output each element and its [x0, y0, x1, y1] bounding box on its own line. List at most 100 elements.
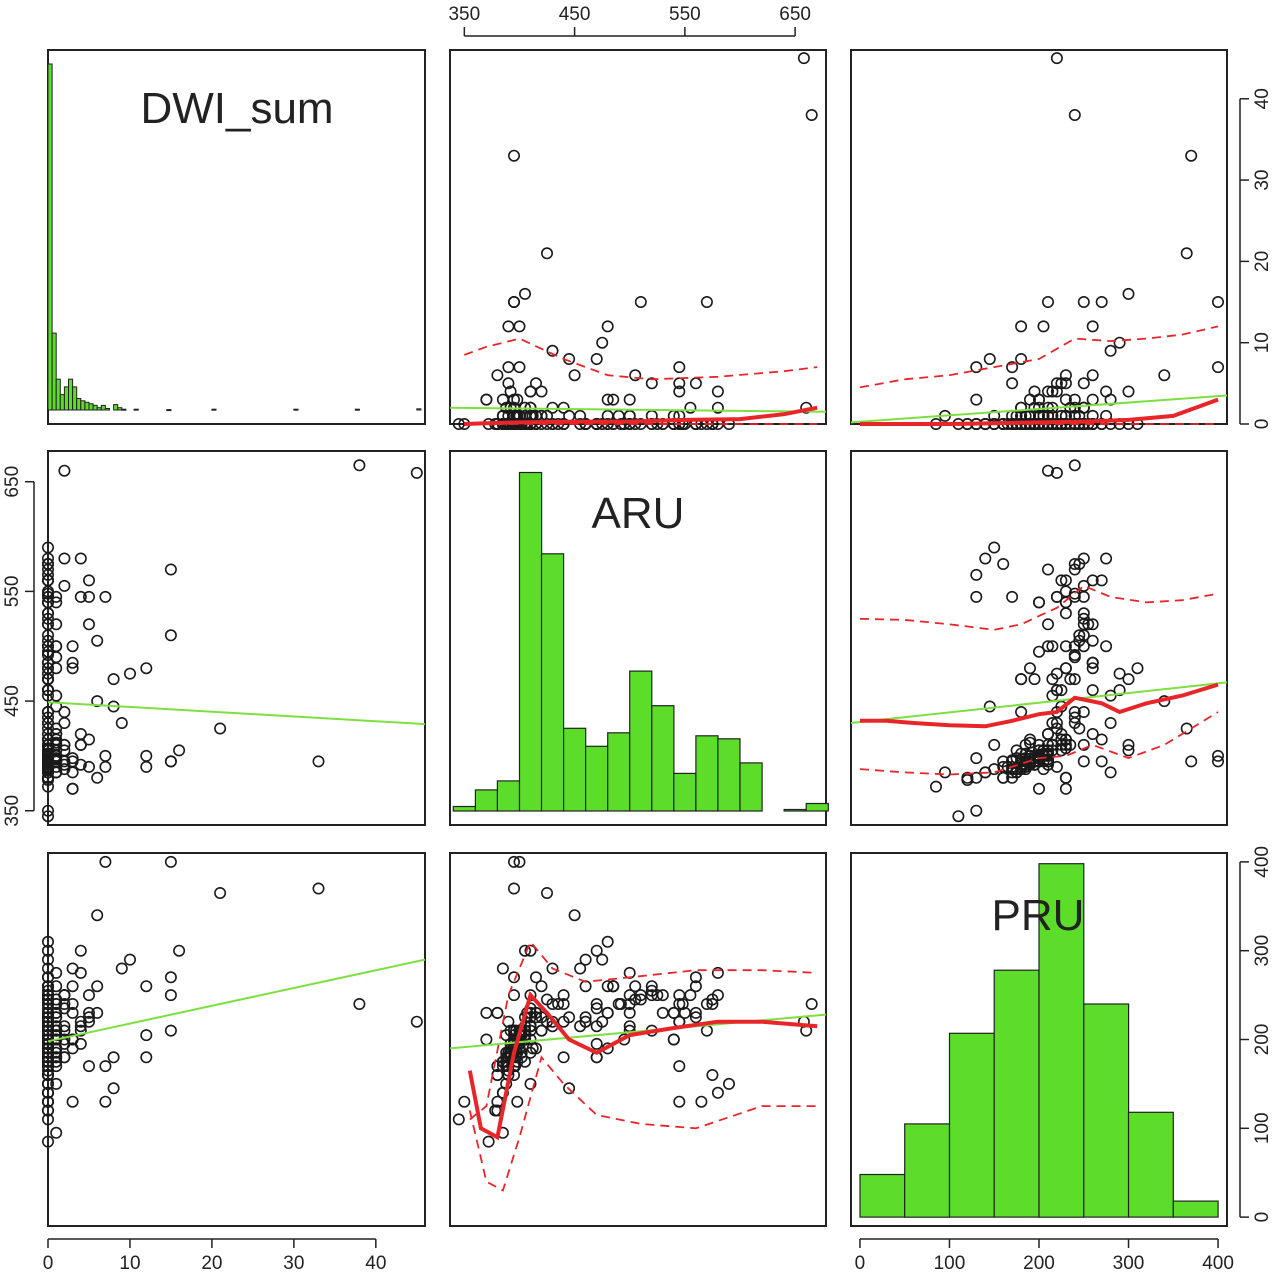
tick-label: 10 — [119, 1253, 140, 1274]
scatter-point — [1068, 587, 1081, 600]
scatter-point — [1068, 417, 1081, 430]
scatter-point — [970, 393, 983, 406]
histogram-bar — [416, 408, 422, 411]
scatter-point — [99, 855, 112, 868]
scatter-point — [1077, 618, 1090, 631]
scatter-point — [1104, 344, 1117, 357]
tick-label: 650 — [779, 4, 811, 25]
scatter-point — [970, 752, 983, 765]
scatter-point — [601, 1006, 614, 1019]
scatter-point — [673, 1095, 686, 1108]
scatter-point — [41, 997, 54, 1010]
tick-label: 40 — [365, 1253, 386, 1274]
scatter-point — [496, 962, 509, 975]
scatter-point — [997, 557, 1010, 570]
scatter-point — [1064, 673, 1077, 686]
scatter-point — [518, 944, 531, 957]
scatter-point — [1104, 766, 1117, 779]
scatter-point — [66, 1095, 79, 1108]
scatter-point — [1122, 385, 1135, 398]
scatter-point — [124, 667, 137, 680]
scatter-point — [511, 393, 524, 406]
scatter-point — [91, 980, 104, 993]
histogram-bar — [993, 969, 1040, 1218]
scatter-point — [58, 464, 71, 477]
scatter-point — [1033, 782, 1046, 795]
scatter-point — [41, 618, 54, 631]
scatter-point — [1037, 749, 1050, 762]
tick-label: 650 — [2, 466, 23, 498]
scatter-point — [673, 997, 686, 1010]
tick-label: 550 — [669, 4, 701, 25]
scatter-point — [91, 771, 104, 784]
histogram-bar — [607, 732, 631, 812]
scatter-point — [988, 738, 1001, 751]
scatter-point — [99, 590, 112, 603]
scatter-point — [74, 1024, 87, 1037]
scatter-point — [353, 459, 366, 472]
scatter-point — [107, 673, 120, 686]
scatter-point — [1180, 722, 1193, 735]
scatter-point — [1077, 295, 1090, 308]
scatter-point — [970, 804, 983, 817]
scatter-point — [634, 993, 647, 1006]
scatter-point — [988, 763, 1001, 776]
scatter-point — [596, 336, 609, 349]
scatter-point — [1050, 52, 1063, 65]
scatter-point — [502, 377, 515, 390]
scatter-point — [491, 1006, 504, 1019]
scatter-point — [312, 882, 325, 895]
scatter-point — [66, 662, 79, 675]
scatter-point — [513, 855, 526, 868]
scatter-point — [546, 962, 559, 975]
tick-label: 100 — [934, 1253, 966, 1274]
scatter-point — [1095, 574, 1108, 587]
scatter-point — [41, 1011, 54, 1024]
scatter-point — [164, 1024, 177, 1037]
spread-upper-line — [859, 325, 1219, 389]
scatter-point — [1122, 673, 1135, 686]
scatter-point — [50, 1077, 63, 1090]
scatter-point — [41, 1006, 54, 1019]
histogram-bar — [117, 407, 123, 411]
scatter-point — [1015, 401, 1028, 414]
scatter-point — [66, 640, 79, 653]
scatter-point — [1158, 369, 1171, 382]
histogram-bar — [629, 670, 653, 812]
scatter-point — [629, 369, 642, 382]
histogram-bar — [121, 408, 127, 411]
scatter-point — [1024, 755, 1037, 768]
scatter-point — [1059, 585, 1072, 598]
histogram-bar — [88, 403, 94, 411]
histogram-bar — [354, 408, 360, 411]
scatter-point — [83, 1015, 96, 1028]
scatter-point — [58, 705, 71, 718]
panel-frame-2-0 — [47, 852, 426, 1227]
scatter-point — [41, 1135, 54, 1148]
tick-label: 400 — [1252, 846, 1273, 878]
scatter-point — [50, 596, 63, 609]
scatter-point — [502, 320, 515, 333]
scatter-point — [805, 109, 818, 122]
scatter-point — [58, 552, 71, 565]
scatter-point — [491, 369, 504, 382]
scatter-point — [1122, 738, 1135, 751]
scatter-point — [524, 385, 537, 398]
tick-label: 0 — [1252, 1212, 1273, 1223]
scatter-point — [66, 656, 79, 669]
scatter-point — [1073, 629, 1086, 642]
scatter-point — [1086, 393, 1099, 406]
scatter-point — [1046, 716, 1059, 729]
histogram-bar — [518, 471, 543, 812]
scatter-point — [74, 1015, 87, 1028]
scatter-point — [1212, 361, 1225, 374]
scatter-point — [590, 1037, 603, 1050]
scatter-point — [1019, 738, 1032, 751]
scatter-point — [1068, 459, 1081, 472]
tick-label: 100 — [1252, 1112, 1273, 1144]
scatter-point — [1100, 640, 1113, 653]
scatter-point — [1050, 377, 1063, 390]
scatter-point — [74, 944, 87, 957]
scatter-point — [524, 1046, 537, 1059]
